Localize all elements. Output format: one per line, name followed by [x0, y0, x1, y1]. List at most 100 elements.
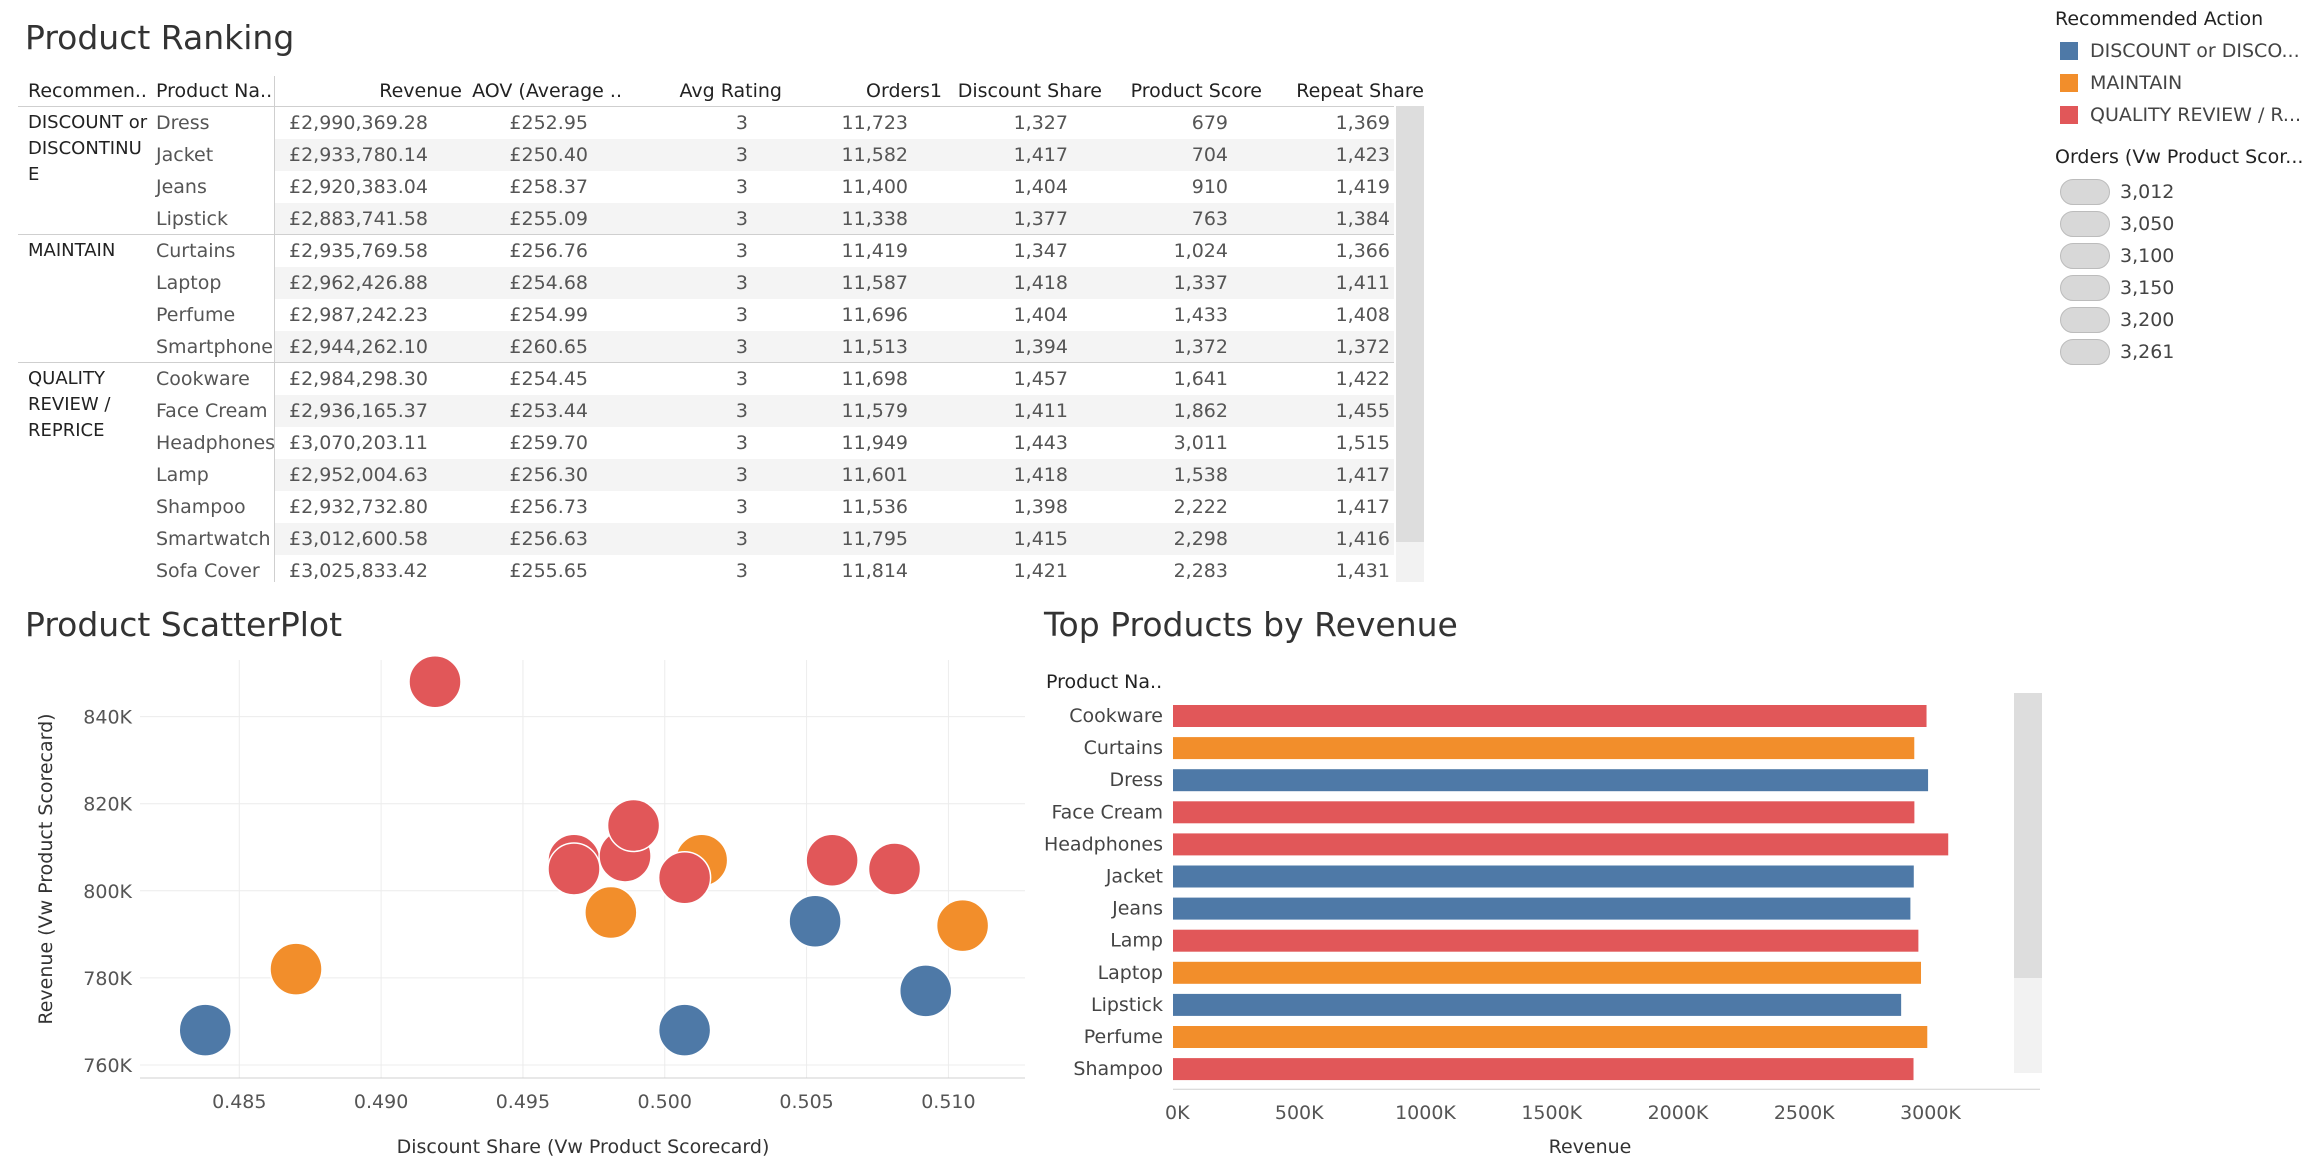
value-cell: 1,327 [1013, 112, 1068, 134]
value-cell: £2,987,242.23 [288, 304, 428, 326]
legend-item[interactable]: DISCOUNT or DISCO... [2060, 38, 2310, 64]
revenue-bar [1173, 737, 1915, 760]
value-cell: 1,394 [1013, 336, 1068, 358]
size-legend-label: 3,261 [2120, 341, 2175, 363]
value-cell: 3,011 [1173, 432, 1228, 454]
value-cell: 1,457 [1013, 368, 1068, 390]
table-row[interactable]: Face Cream £2,936,165.37 £253.44 3 11,579 1,4… [18, 395, 1394, 427]
scatter-point [788, 894, 842, 948]
value-cell: 11,582 [841, 144, 908, 166]
scatter-point [584, 885, 638, 940]
legend-label: QUALITY REVIEW / R... [2090, 104, 2302, 126]
product-name-cell: Lipstick [156, 208, 229, 230]
value-cell: £258.37 [509, 176, 588, 198]
value-cell: 1,417 [1013, 144, 1068, 166]
table-row[interactable]: Jeans £2,920,383.04 £258.37 3 11,400 1,404 910… [18, 171, 1394, 203]
category-label: Headphones [1044, 833, 1163, 855]
legend-swatch [2060, 74, 2078, 92]
product-name-cell: Perfume [156, 304, 236, 326]
column-header[interactable]: AOV (Average .. [472, 80, 622, 102]
y-tick-label: 820K [83, 794, 132, 816]
value-cell: 3 [735, 336, 748, 358]
value-cell: £256.63 [509, 528, 588, 550]
x-tick-label: 0.500 [638, 1091, 692, 1113]
value-cell: £3,012,600.58 [288, 528, 428, 550]
value-cell: £2,962,426.88 [288, 272, 428, 294]
value-cell: 763 [1191, 208, 1228, 230]
value-cell: 3 [735, 176, 748, 198]
column-header[interactable]: Product Score [1130, 80, 1262, 102]
legend-label: DISCOUNT or DISCO... [2090, 40, 2300, 62]
value-cell: 1,418 [1013, 464, 1068, 486]
table-scrollbar-thumb[interactable] [1396, 106, 1424, 542]
y-tick-label: 780K [83, 968, 132, 990]
revenue-bar [1173, 1026, 1928, 1048]
value-cell: £3,025,833.42 [288, 560, 428, 582]
column-header[interactable]: Orders1 [866, 80, 942, 102]
table-row[interactable]: Perfume £2,987,242.23 £254.99 3 11,696 1,404 1… [18, 299, 1394, 331]
value-cell: 3 [735, 528, 748, 550]
table-row[interactable]: Lipstick £2,883,741.58 £255.09 3 11,338 1,377… [18, 203, 1394, 235]
table-row[interactable]: Smartwatch £3,012,600.58 £256.63 3 11,795 1,4… [18, 523, 1394, 555]
size-legend-label: 3,012 [2120, 181, 2175, 203]
column-header[interactable]: Discount Share [957, 80, 1102, 102]
value-cell: 1,372 [1173, 336, 1228, 358]
product-name-cell: Face Cream [156, 400, 268, 422]
column-header[interactable]: Product Na.. [156, 80, 273, 102]
revenue-bar [1173, 833, 1949, 856]
table-row[interactable]: Jacket £2,933,780.14 £250.40 3 11,582 1,417 70… [18, 139, 1394, 171]
value-cell: 1,408 [1335, 304, 1390, 326]
value-cell: 1,404 [1013, 304, 1068, 326]
size-legend-item[interactable]: 3,100 [2060, 242, 2260, 270]
revenue-bar [1173, 1058, 1914, 1081]
size-legend-item[interactable]: 3,012 [2060, 178, 2260, 206]
value-cell: 1,369 [1335, 112, 1390, 134]
column-header[interactable]: Recommen.. [28, 80, 147, 102]
column-header[interactable]: Repeat Share [1296, 80, 1424, 102]
product-name-cell: Curtains [156, 240, 236, 262]
size-legend-item[interactable]: 3,150 [2060, 274, 2260, 302]
table-row[interactable]: Sofa Cover £3,025,833.42 £255.65 3 11,814 1,4… [18, 555, 1394, 582]
value-cell: £254.68 [509, 272, 588, 294]
table-row[interactable]: Dress £2,990,369.28 £252.95 3 11,723 1,327 679… [18, 107, 1394, 139]
value-cell: 1,337 [1173, 272, 1228, 294]
category-label: Shampoo [1073, 1058, 1163, 1080]
value-cell: 11,601 [841, 464, 908, 486]
value-cell: £2,935,769.58 [288, 240, 428, 262]
row-header: Product Na.. [1046, 671, 1162, 693]
table-row[interactable]: Laptop £2,962,426.88 £254.68 3 11,587 1,418 1,… [18, 267, 1394, 299]
table-row[interactable]: Cookware £2,984,298.30 £254.45 3 11,698 1,457… [18, 363, 1394, 395]
legend-item[interactable]: QUALITY REVIEW / R... [2060, 102, 2310, 128]
legend-item[interactable]: MAINTAIN [2060, 70, 2310, 96]
x-tick-label: 0K [1165, 1102, 1190, 1124]
y-tick-label: 840K [83, 707, 132, 729]
size-marker [2060, 275, 2110, 301]
value-cell: £2,883,741.58 [288, 208, 428, 230]
value-cell: 11,400 [841, 176, 908, 198]
size-legend-item[interactable]: 3,050 [2060, 210, 2260, 238]
table-row[interactable]: Shampoo £2,932,732.80 £256.73 3 11,536 1,398 2… [18, 491, 1394, 523]
table-row[interactable]: Curtains £2,935,769.58 £256.76 3 11,419 1,347… [18, 235, 1394, 267]
product-name-cell: Cookware [156, 368, 250, 390]
size-legend-item[interactable]: 3,200 [2060, 306, 2260, 334]
table-row[interactable]: Headphones £3,070,203.11 £259.70 3 11,949 1,4… [18, 427, 1394, 459]
category-label: Jeans [1111, 898, 1163, 920]
column-header[interactable]: Avg Rating [679, 80, 783, 102]
value-cell: 910 [1191, 176, 1228, 198]
value-cell: 1,417 [1335, 464, 1390, 486]
legend-swatch [2060, 106, 2078, 124]
column-header[interactable]: Revenue [379, 80, 462, 102]
table-row[interactable]: Lamp £2,952,004.63 £256.30 3 11,601 1,418 1,53… [18, 459, 1394, 491]
revenue-bar [1173, 961, 1922, 984]
value-cell: 3 [735, 400, 748, 422]
bar-title: Top Products by Revenue [1044, 605, 1458, 644]
size-legend-item[interactable]: 3,261 [2060, 338, 2260, 366]
value-cell: 679 [1191, 112, 1228, 134]
value-cell: £2,984,298.30 [288, 368, 428, 390]
revenue-bar [1173, 993, 1902, 1016]
value-cell: 1,455 [1335, 400, 1390, 422]
value-cell: 11,795 [841, 528, 908, 550]
value-cell: 11,723 [841, 112, 908, 134]
size-legend-label: 3,150 [2120, 277, 2175, 299]
table-row[interactable]: Smartphone £2,944,262.10 £260.65 3 11,513 1,3… [18, 331, 1394, 363]
